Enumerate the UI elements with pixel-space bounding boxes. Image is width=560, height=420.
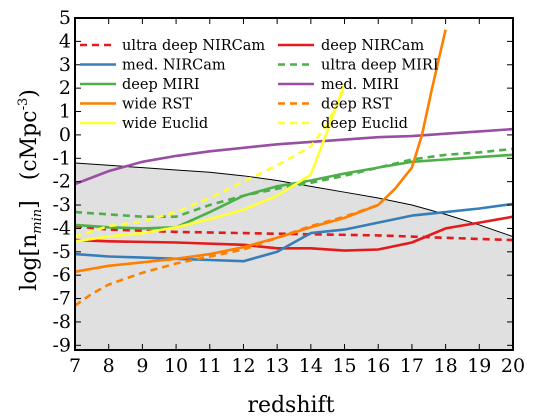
y-label-main: log[n — [17, 234, 42, 291]
legend-label-deep-euclid: deep Euclid — [321, 116, 408, 132]
x-tick-label: 7 — [69, 355, 81, 377]
y-tick-label: -8 — [52, 311, 71, 333]
x-tick-label: 20 — [501, 355, 525, 377]
x-axis-label: redshift — [247, 393, 334, 418]
y-tick-label: -3 — [52, 194, 71, 216]
y-tick-label: -4 — [52, 217, 71, 239]
y-tick-label: 3 — [59, 54, 71, 76]
legend-label-ultra-deep-miri: ultra deep MIRI — [321, 58, 439, 74]
legend-label-deep-rst: deep RST — [321, 97, 392, 113]
series-layer — [75, 29, 513, 307]
x-tick-label: 10 — [164, 355, 188, 377]
legend-label-deep-nircam: deep NIRCam — [321, 38, 424, 54]
series-deep-rst — [75, 203, 379, 307]
axis-ticks: 7 8 9 10 11 12 13 14 15 16 17 18 19 20543210-1-2-3-4-… — [52, 7, 525, 377]
y-label-sub: min — [30, 209, 45, 234]
series-ultra-deep-miri — [75, 147, 513, 218]
y-tick-label: 4 — [59, 30, 71, 52]
y-tick-label: -9 — [52, 334, 71, 356]
y-tick-label: -7 — [52, 288, 71, 310]
legend-label-deep-miri: deep MIRI — [122, 77, 200, 93]
y-tick-label: 1 — [59, 101, 71, 123]
x-tick-label: 11 — [198, 355, 222, 377]
x-tick-label: 19 — [467, 355, 491, 377]
y-label-unit-close: ) — [17, 89, 42, 98]
series-wide-euclid — [75, 83, 346, 243]
legend-label-med-nircam: med. NIRCam — [122, 58, 226, 74]
legend-label-ultra-deep-nircam: ultra deep NIRCam — [122, 38, 265, 54]
x-tick-label: 14 — [299, 355, 323, 377]
y-tick-label: -2 — [52, 171, 71, 193]
x-tick-label: 13 — [265, 355, 289, 377]
legend-label-wide-rst: wide RST — [122, 97, 192, 113]
x-tick-label: 9 — [136, 355, 148, 377]
y-label-close: ] — [17, 200, 42, 209]
legend-label-med-miri: med. MIRI — [321, 77, 399, 93]
y-tick-label: -1 — [52, 147, 71, 169]
y-axis-label: log[nmin] (cMpc-3) — [16, 89, 45, 291]
y-tick-label: 0 — [59, 124, 71, 146]
y-tick-label: -6 — [52, 264, 71, 286]
x-tick-label: 12 — [231, 355, 255, 377]
series-med-miri — [75, 127, 513, 186]
plot-frame — [74, 17, 514, 351]
y-label-unit-sup: -3 — [16, 98, 31, 111]
y-tick-label: 5 — [59, 7, 71, 29]
legend: ultra deep NIRCam deep NIRCam med. NIRCam u… — [80, 38, 439, 132]
svg-text:log[nmin](cMpc-3): log[nmin] (cMpc-3) — [16, 89, 45, 291]
y-label-unit: (cMpc — [17, 110, 42, 180]
series-deep-nircam — [75, 215, 513, 252]
y-tick-label: -5 — [52, 241, 71, 263]
series-deep-euclid — [75, 87, 346, 238]
x-tick-label: 18 — [434, 355, 458, 377]
x-tick-label: 8 — [103, 355, 115, 377]
series-deep-miri — [75, 153, 513, 230]
series-med-nircam — [75, 202, 513, 263]
legend-label-wide-euclid: wide Euclid — [122, 116, 208, 132]
y-tick-label: 2 — [59, 77, 71, 99]
x-tick-label: 16 — [366, 355, 390, 377]
x-tick-label: 15 — [332, 355, 356, 377]
series-wide-rst — [75, 29, 447, 273]
x-tick-label: 17 — [400, 355, 424, 377]
